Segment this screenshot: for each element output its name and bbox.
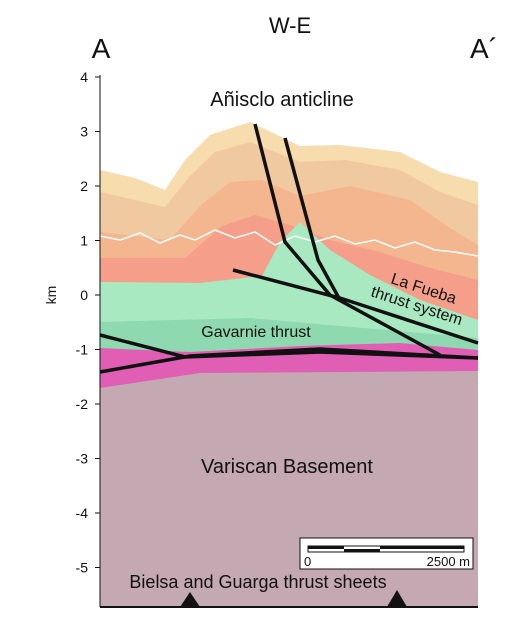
thrust: [99, 347, 479, 374]
axis-label: km: [43, 286, 59, 305]
thrust: [283, 137, 342, 301]
scale-bar-segment: [308, 546, 344, 549]
thrusts: [99, 123, 479, 374]
right-label: A´: [470, 33, 498, 64]
basement-label: Variscan Basement: [201, 456, 373, 478]
tick-label: -2: [76, 396, 89, 412]
anticline-label: Añisclo anticline: [210, 89, 353, 111]
scale-bar-segment: [380, 546, 464, 549]
triangle: [387, 590, 407, 607]
scale-bar-segment: [344, 549, 380, 552]
left-label: A: [92, 33, 111, 64]
tick-label: -4: [76, 505, 89, 521]
scale-bar: 0 2500 m: [299, 537, 474, 570]
scale-box: [299, 537, 474, 570]
tick-label: -3: [76, 451, 89, 467]
thrust: [253, 123, 441, 357]
thrust: [232, 268, 479, 345]
tick-label: 3: [80, 124, 88, 140]
tick-label: 2: [80, 178, 88, 194]
tick-label: -1: [76, 342, 89, 358]
title: W-E: [269, 13, 311, 38]
scale-end: 2500 m: [427, 554, 470, 569]
tick-label: -5: [76, 560, 89, 576]
scale-start: 0: [304, 554, 311, 569]
tick-label: 0: [80, 287, 88, 303]
sheets-label: Bielsa and Guarga thrust sheets: [129, 572, 386, 592]
gavarnie-label: Gavarnie thrust: [201, 324, 311, 341]
triangle: [180, 592, 200, 607]
tick-label: 1: [80, 233, 88, 249]
tick-label: 4: [80, 69, 88, 85]
layers: [100, 122, 478, 607]
